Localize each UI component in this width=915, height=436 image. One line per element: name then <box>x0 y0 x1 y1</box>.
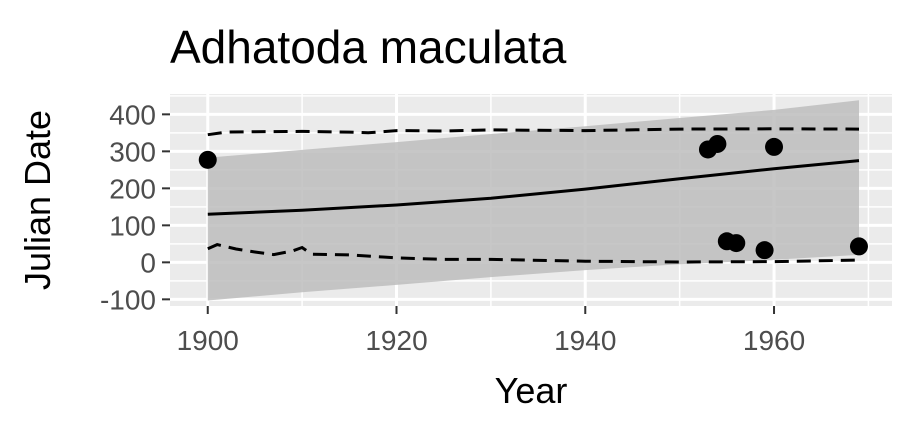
x-tick-label: 1900 <box>177 325 239 356</box>
data-point <box>198 150 217 169</box>
x-tick-label: 1920 <box>365 325 427 356</box>
dashed-layer <box>207 127 860 264</box>
x-tick-label: 1960 <box>743 325 805 356</box>
x-axis-title: Year <box>495 370 568 411</box>
confidence-ribbon <box>207 100 860 301</box>
data-point <box>755 241 774 260</box>
data-point <box>708 134 727 153</box>
trend-line <box>207 159 860 216</box>
point-layer <box>198 134 868 260</box>
line-layer <box>207 159 860 216</box>
y-tick-label: -100 <box>100 284 156 315</box>
x-tick-label: 1940 <box>554 325 616 356</box>
data-point <box>849 237 868 256</box>
y-tick-label: 100 <box>109 210 156 241</box>
y-axis-title: Julian Date <box>17 110 58 290</box>
data-point <box>727 234 746 253</box>
data-point <box>765 137 784 156</box>
y-tick-label: 400 <box>109 99 156 130</box>
upper-dashed-line <box>207 127 860 137</box>
y-tick-label: 0 <box>140 247 156 278</box>
y-tick-label: 200 <box>109 173 156 204</box>
lower-dashed-line <box>207 243 860 264</box>
y-axis: -100 0 100 200 300 400 <box>100 99 170 315</box>
ribbon-layer <box>207 100 860 301</box>
chart-title: Adhatoda maculata <box>170 21 567 73</box>
y-tick-label: 300 <box>109 136 156 167</box>
x-axis: 1900 1920 1940 1960 <box>177 306 805 356</box>
